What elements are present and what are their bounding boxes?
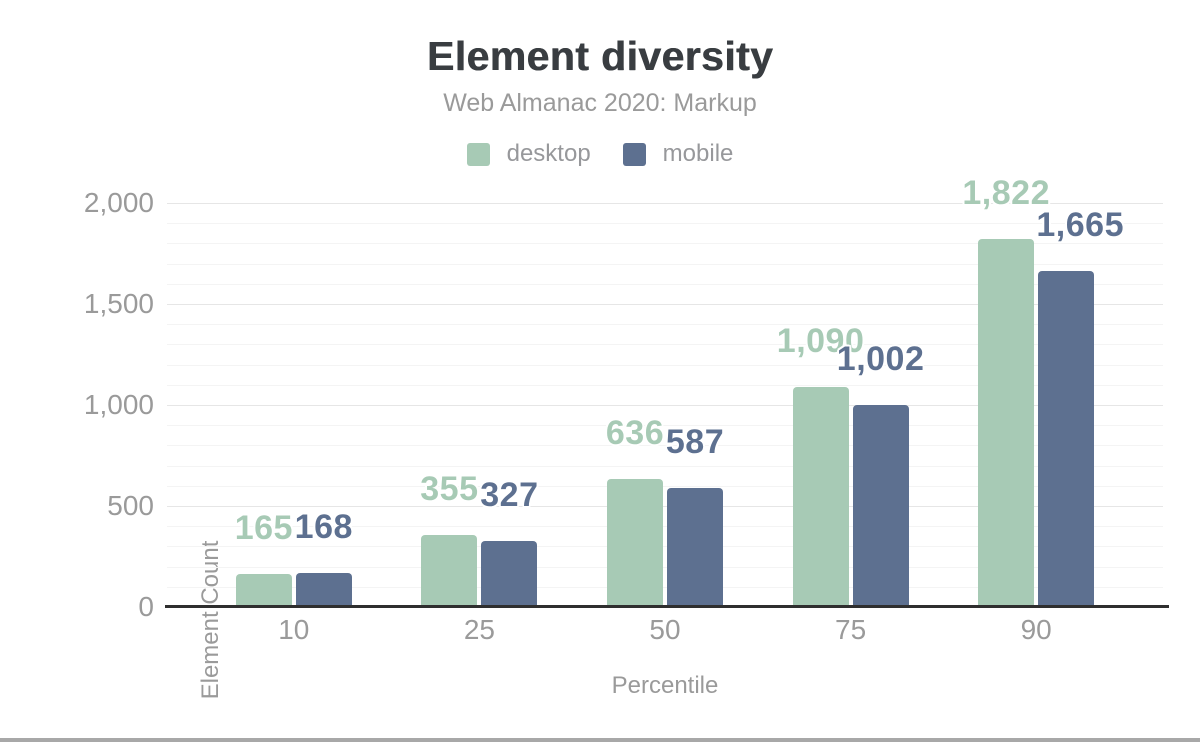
bar-mobile-10[interactable] — [295, 573, 352, 607]
value-label-desktop-25: 355 — [420, 470, 479, 509]
value-label-desktop-50: 636 — [605, 413, 665, 452]
plot-area: Element Count 0 500 1,000 1,500 2,000 10 25 50 7… — [84, 175, 1169, 699]
gridline-1100 — [167, 384, 1163, 386]
gridline-1500 — [167, 304, 1163, 305]
gridline-1000 — [167, 405, 1163, 406]
gridline-700 — [167, 465, 1163, 467]
value-label-mobile-10: 168 — [294, 508, 353, 547]
legend-swatch-desktop — [466, 142, 490, 166]
bar-desktop-10[interactable] — [235, 573, 292, 607]
gridline-800 — [167, 445, 1163, 447]
bar-mobile-90[interactable] — [1038, 270, 1095, 607]
gridline-900 — [167, 425, 1163, 427]
footer-divider — [0, 738, 1200, 742]
bar-mobile-25[interactable] — [481, 540, 538, 607]
bar-mobile-75[interactable] — [852, 404, 909, 607]
legend-label-mobile: mobile — [662, 140, 734, 167]
bar-desktop-25[interactable] — [421, 535, 478, 607]
value-label-mobile-90: 1,665 — [1036, 205, 1124, 244]
value-label-desktop-90: 1,822 — [962, 173, 1050, 212]
bar-desktop-50[interactable] — [607, 478, 663, 607]
gridline-1700 — [167, 263, 1163, 265]
gridline-600 — [167, 485, 1163, 487]
value-label-mobile-50: 587 — [665, 423, 725, 462]
x-axis-tick-label-90: 90 — [1020, 614, 1052, 645]
x-axis-tick-label-50: 50 — [649, 614, 681, 645]
legend-item-desktop: desktop — [466, 140, 591, 168]
chart-title: Element diversity — [426, 33, 774, 79]
y-axis-tick-label-1,500: 1,500 — [83, 288, 154, 319]
gridline-100 — [167, 586, 1163, 588]
gridline-1300 — [167, 344, 1163, 346]
y-axis-tick-label-2,000: 2,000 — [83, 187, 154, 218]
gridline-1400 — [167, 324, 1163, 326]
x-axis-tick-label-10: 10 — [278, 614, 310, 645]
legend-item-mobile: mobile — [622, 140, 734, 168]
value-label-mobile-25: 327 — [480, 475, 539, 514]
legend-swatch-mobile — [622, 142, 646, 166]
y-axis-tick-label-500: 500 — [107, 490, 154, 521]
bar-desktop-90[interactable] — [978, 238, 1035, 607]
y-axis-tick-label-1,000: 1,000 — [83, 389, 154, 420]
gridline-400 — [167, 526, 1163, 528]
gridline-1900 — [167, 223, 1163, 225]
gridline-1200 — [167, 364, 1163, 366]
value-label-desktop-75: 1,090 — [776, 321, 865, 360]
x-axis-tick-label-25: 25 — [463, 614, 495, 645]
gridline-2000 — [167, 203, 1163, 204]
legend: desktop mobile — [0, 140, 1200, 168]
x-axis-baseline — [165, 605, 1169, 608]
value-label-desktop-10: 165 — [234, 508, 293, 547]
gridline-1600 — [167, 283, 1163, 285]
gridline-500 — [167, 506, 1163, 507]
chart-subtitle: Web Almanac 2020: Markup — [443, 89, 757, 117]
y-axis-tick-label-0: 0 — [138, 591, 154, 622]
gridline-1800 — [167, 243, 1163, 245]
gridline-300 — [167, 546, 1163, 548]
x-axis-tick-label-75: 75 — [835, 614, 867, 645]
bar-desktop-75[interactable] — [792, 386, 849, 607]
legend-label-desktop: desktop — [506, 140, 591, 167]
bar-mobile-50[interactable] — [667, 488, 723, 607]
value-label-mobile-75: 1,002 — [836, 339, 925, 378]
x-axis-title: Percentile — [611, 672, 719, 699]
gridline-200 — [167, 566, 1163, 568]
